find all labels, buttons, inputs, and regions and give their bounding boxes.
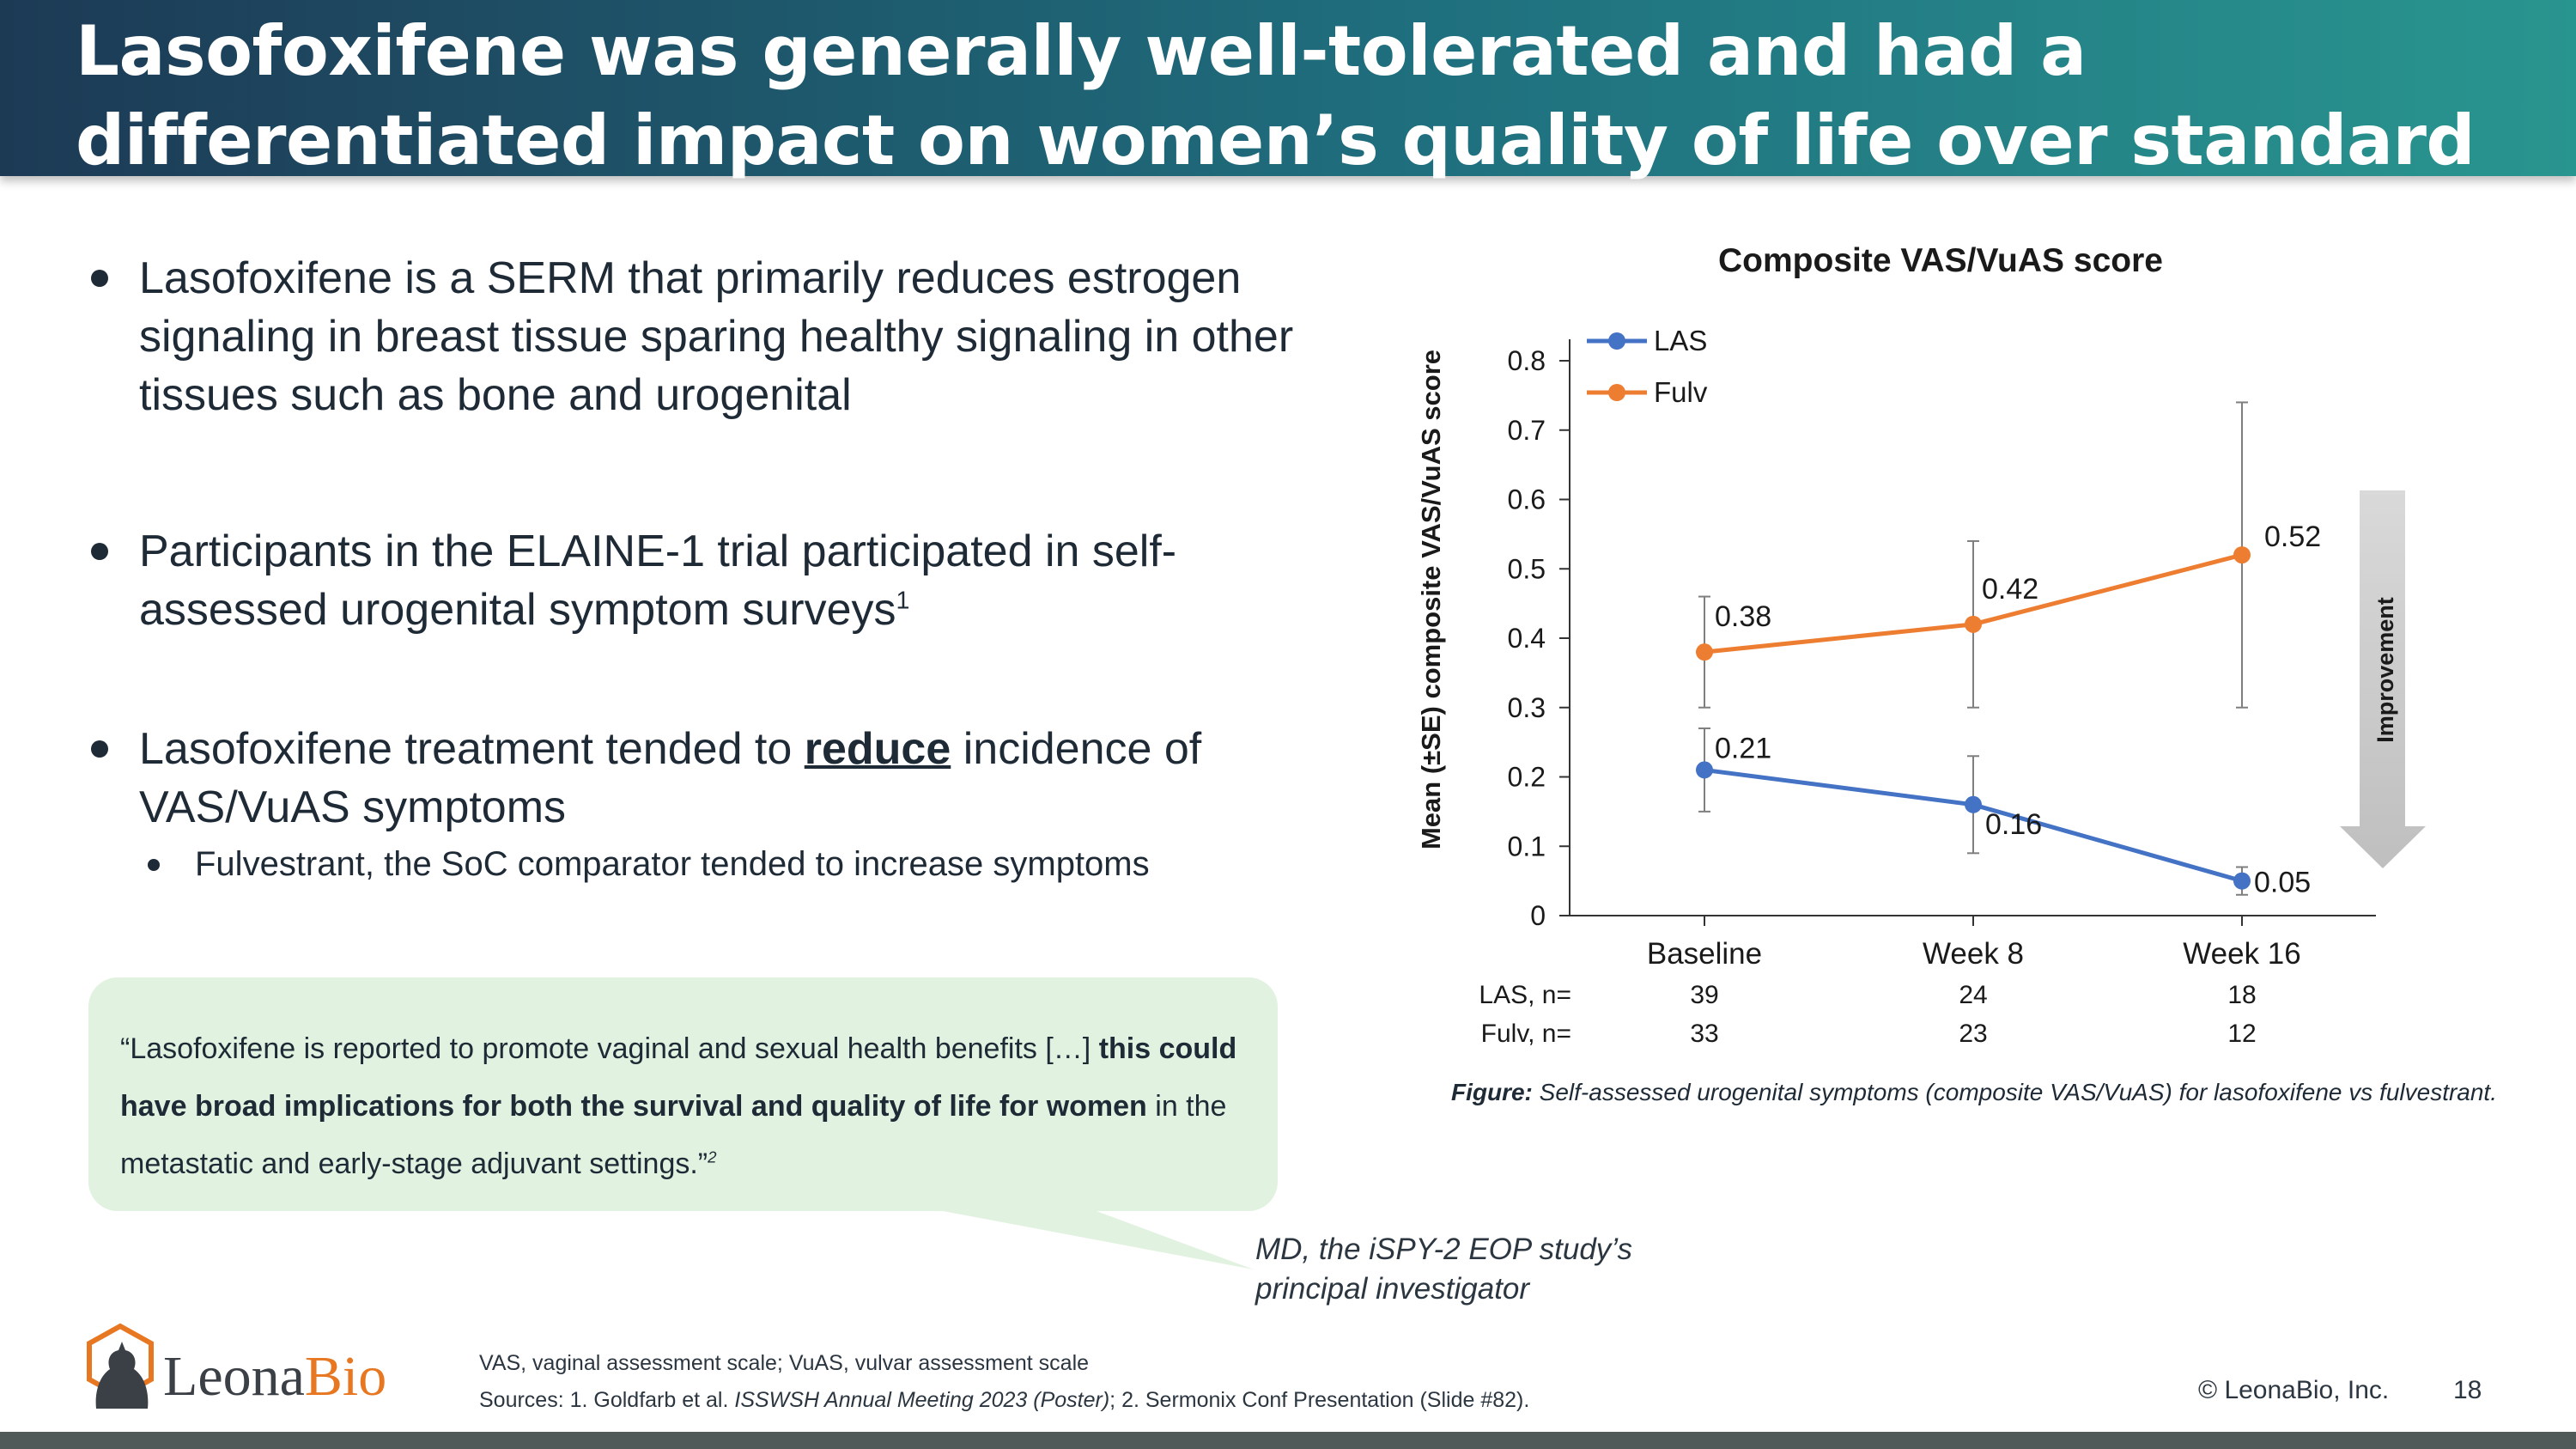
- x-tick-label: Week 8: [1923, 937, 2024, 971]
- emphasis-reduce: reduce: [804, 724, 951, 774]
- x-tick-label: Baseline: [1647, 937, 1762, 971]
- chart-title: Composite VAS/VuAS score: [1718, 242, 2163, 279]
- legend-marker-icon: [1608, 332, 1625, 350]
- y-tick-label: 0.7: [1508, 415, 1546, 446]
- y-tick-label: 0.4: [1508, 623, 1546, 654]
- n-table-cell: 12: [2227, 1020, 2256, 1048]
- footnotes: VAS, vaginal assessment scale; VuAS, vul…: [479, 1345, 1767, 1419]
- data-label: 0.52: [2264, 521, 2321, 553]
- data-label: 0.05: [2254, 867, 2311, 899]
- logo-wordmark: LeonaBio: [163, 1345, 386, 1408]
- data-point-fulv: [2233, 546, 2251, 564]
- sources-note: Sources: 1. Goldfarb et al. ISSWSH Annua…: [479, 1388, 1530, 1412]
- title-bar: Lasofoxifene was generally well-tolerate…: [0, 0, 2576, 270]
- copyright: © LeonaBio, Inc.: [2198, 1376, 2390, 1404]
- quote-text: “Lasofoxifene is reported to promote vag…: [120, 1032, 1237, 1180]
- improvement-label: Improvement: [2372, 597, 2398, 743]
- data-point-las: [2233, 872, 2251, 890]
- abbreviations-note: VAS, vaginal assessment scale; VuAS, vul…: [479, 1351, 1090, 1375]
- data-label: 0.16: [1985, 808, 2042, 841]
- footer-bar: [0, 1432, 2576, 1449]
- n-table-row-label: Fulv, n=: [1481, 1020, 1571, 1048]
- n-table-cell: 18: [2227, 981, 2256, 1009]
- quote-bubble: [88, 977, 1278, 1211]
- bullet-dot-icon: [91, 270, 108, 287]
- n-table-cell: 39: [1690, 981, 1718, 1009]
- quote-emphasis: this could have broad implications for b…: [120, 1032, 1237, 1123]
- y-tick-label: 0.6: [1508, 484, 1546, 515]
- bullet-text: Lasofoxifene is a SERM that primarily re…: [139, 253, 1294, 420]
- y-tick-label: 0.2: [1508, 762, 1546, 793]
- data-point-fulv: [1965, 615, 1982, 633]
- data-label: 0.38: [1715, 600, 1771, 633]
- bullet-text: Lasofoxifene treatment tended to reduce …: [139, 724, 1202, 832]
- bullet-dot-icon: [91, 543, 108, 560]
- sub-bullet-text: Fulvestrant, the SoC comparator tended t…: [195, 845, 1150, 883]
- page-number: 18: [2453, 1376, 2482, 1404]
- data-label: 0.21: [1715, 732, 1771, 764]
- leonabio-logo: LeonaBio: [87, 1323, 386, 1409]
- slide-title: Lasofoxifene was generally well-tolerate…: [76, 11, 2476, 270]
- bullet-dot-icon: [91, 740, 108, 758]
- n-table-cell: 24: [1959, 981, 1987, 1009]
- data-point-las: [1965, 795, 1982, 813]
- legend-label: Fulv: [1654, 376, 1708, 408]
- sub-bullet-dot-icon: [148, 859, 160, 871]
- y-tick-label: 0.8: [1508, 345, 1546, 376]
- lion-cub-icon: [95, 1342, 149, 1409]
- n-table-row-label: LAS, n=: [1479, 981, 1571, 1009]
- y-tick-label: 0: [1530, 900, 1546, 931]
- data-point-fulv: [1696, 643, 1713, 661]
- legend-marker-icon: [1608, 384, 1625, 401]
- down-arrow-icon: [2340, 490, 2426, 868]
- quote-attribution: MD, the iSPY-2 EOP study’s principal inv…: [1255, 1233, 1632, 1306]
- data-point-las: [1696, 761, 1713, 779]
- composite-vas-chart: Composite VAS/VuAS score Mean (±SE) comp…: [1416, 242, 2426, 1048]
- legend-label: LAS: [1654, 325, 1707, 356]
- improvement-arrow: Improvement: [2340, 490, 2426, 868]
- y-tick-label: 0.5: [1508, 553, 1546, 584]
- y-tick-label: 0.1: [1508, 831, 1546, 861]
- n-table-cell: 23: [1959, 1020, 1987, 1048]
- data-label: 0.42: [1982, 573, 2038, 606]
- n-table-cell: 33: [1690, 1020, 1718, 1048]
- figure-caption: Figure: Self-assessed urogenital symptom…: [1451, 1079, 2497, 1105]
- x-tick-label: Week 16: [2183, 937, 2301, 971]
- y-axis-label: Mean (±SE) composite VAS/VuAS score: [1416, 350, 1446, 849]
- bullet-text: Participants in the ELAINE-1 trial parti…: [139, 527, 1177, 635]
- y-tick-label: 0.3: [1508, 692, 1546, 723]
